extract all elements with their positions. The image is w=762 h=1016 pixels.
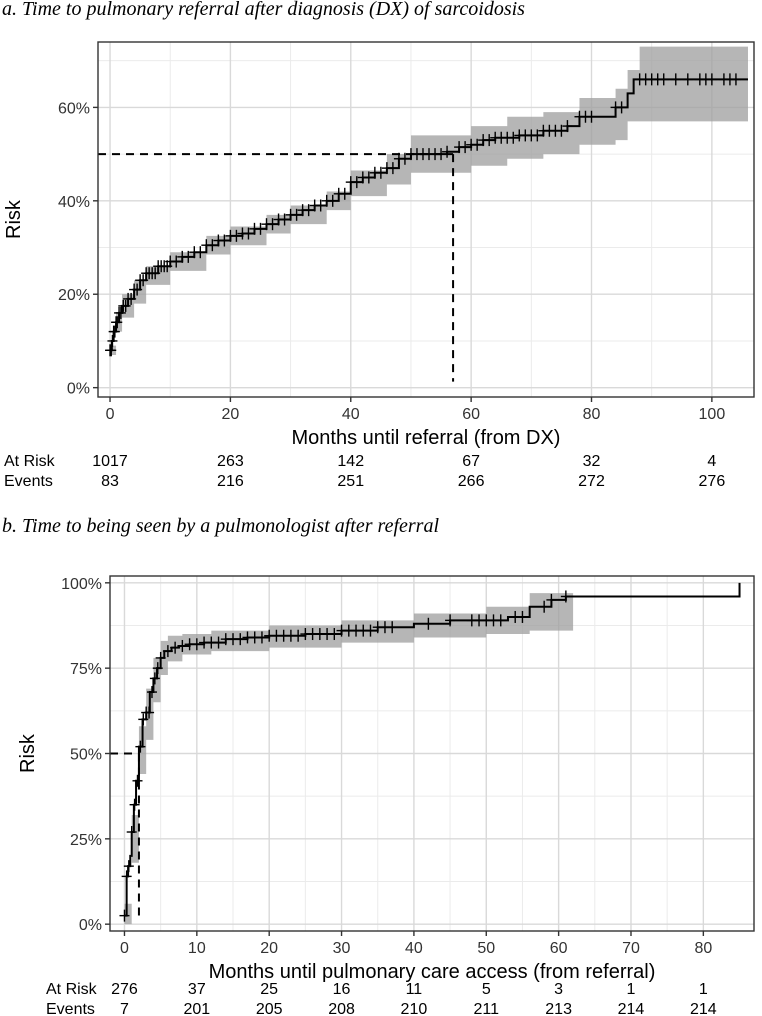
panel-a-x-tick-label: 60 bbox=[462, 406, 480, 423]
panel-a-at-risk-value: 263 bbox=[217, 453, 244, 470]
panel-a-events-value: 251 bbox=[337, 473, 364, 490]
panel-a-x-tick-label: 40 bbox=[342, 406, 360, 423]
panel-b-x-tick-label: 0 bbox=[120, 940, 129, 957]
panel-b-at-risk-value: 1 bbox=[699, 981, 708, 998]
panel-b-x-tick-label: 40 bbox=[405, 940, 423, 957]
panel-a-at-risk-value: 4 bbox=[707, 453, 716, 470]
panel-a-y-tick-label: 0% bbox=[67, 381, 90, 398]
panel-a-at-risk-value: 142 bbox=[337, 453, 364, 470]
panel-b-x-tick-label: 10 bbox=[188, 940, 206, 957]
panel-b-y-axis-title: Risk bbox=[17, 733, 39, 773]
panel-a-at-risk-value: 32 bbox=[583, 453, 601, 470]
panel-b-events-value: 208 bbox=[328, 1001, 355, 1016]
panel-a-chart: 0 20 40 60 80 100 0% 20% 40% 60% Months until refe… bbox=[3, 41, 755, 490]
panel-a-events-value: 276 bbox=[699, 473, 726, 490]
panel-b-x-tick-label: 60 bbox=[550, 940, 568, 957]
panel-a-at-risk-label: At Risk bbox=[4, 453, 56, 470]
panel-b-events-value: 214 bbox=[618, 1001, 645, 1016]
panel-b-at-risk-value: 5 bbox=[482, 981, 491, 998]
panel-b-at-risk-value: 3 bbox=[554, 981, 563, 998]
panel-a-y-tick-label: 20% bbox=[58, 287, 90, 304]
panel-b-at-risk-value: 37 bbox=[188, 981, 206, 998]
panel-b-chart: 0 10 20 30 40 50 60 70 80 0% 25% 50% 75% 100% Months u… bbox=[17, 575, 755, 1016]
panel-b-y-tick-label: 100% bbox=[61, 576, 102, 593]
panel-b-at-risk-value: 11 bbox=[406, 981, 423, 998]
panel-a-y-tick-label: 60% bbox=[58, 100, 90, 117]
panel-b-y-tick-label: 50% bbox=[70, 747, 102, 764]
panel-a-events-label: Events bbox=[4, 473, 53, 490]
panel-b-at-risk-value: 276 bbox=[111, 981, 138, 998]
panel-b-events-label: Events bbox=[46, 1001, 95, 1016]
panel-b-x-tick-label: 80 bbox=[694, 940, 712, 957]
panel-b-at-risk-value: 1 bbox=[627, 981, 636, 998]
panel-b-x-tick-label: 50 bbox=[477, 940, 495, 957]
panel-a-x-tick-label: 80 bbox=[583, 406, 601, 423]
panel-b-x-tick-label: 20 bbox=[260, 940, 278, 957]
panel-b-y-tick-label: 75% bbox=[70, 661, 102, 678]
panel-b-y-tick-label: 0% bbox=[79, 917, 102, 934]
panel-a-panel-border bbox=[97, 41, 755, 398]
panel-a-events-value: 216 bbox=[217, 473, 244, 490]
panel-b-y-tick-label: 25% bbox=[70, 832, 102, 849]
panel-b-events-value: 214 bbox=[690, 1001, 717, 1016]
panel-b-at-risk-value: 16 bbox=[333, 981, 351, 998]
panel-a-x-axis-title: Months until referral (from DX) bbox=[292, 427, 561, 449]
panel-a-at-risk-value: 67 bbox=[462, 453, 480, 470]
panel-a-confidence-band bbox=[110, 46, 748, 355]
panel-a-events-value: 272 bbox=[578, 473, 605, 490]
panel-a-x-tick-label: 100 bbox=[699, 406, 726, 423]
panel-b-title: b. Time to being seen by a pulmonologist… bbox=[2, 515, 440, 537]
panel-a-title: a. Time to pulmonary referral after diag… bbox=[2, 0, 525, 20]
panel-a-y-tick-label: 40% bbox=[58, 194, 90, 211]
panel-b-events-value: 7 bbox=[120, 1001, 129, 1016]
panel-b-confidence-band bbox=[124, 589, 574, 925]
panel-b-at-risk-value: 25 bbox=[260, 981, 278, 998]
panel-b-x-tick-label: 30 bbox=[333, 940, 351, 957]
panel-b-events-value: 201 bbox=[183, 1001, 210, 1016]
panel-b-at-risk-label: At Risk bbox=[46, 981, 98, 998]
panel-b-events-value: 205 bbox=[256, 1001, 283, 1016]
panel-b-events-value: 213 bbox=[545, 1001, 572, 1016]
panel-a-events-value: 83 bbox=[101, 473, 119, 490]
panel-a-x-tick-label: 0 bbox=[106, 406, 115, 423]
panel-b-events-value: 210 bbox=[401, 1001, 428, 1016]
panel-b-x-axis-title: Months until pulmonary care access (from… bbox=[209, 961, 656, 983]
panel-a-at-risk-value: 1017 bbox=[92, 453, 128, 470]
panel-b-events-value: 211 bbox=[474, 1001, 500, 1016]
panel-a-events-value: 266 bbox=[458, 473, 485, 490]
panel-a-x-tick-label: 20 bbox=[222, 406, 240, 423]
panel-b-x-tick-label: 70 bbox=[622, 940, 640, 957]
panel-a-y-axis-title: Risk bbox=[3, 199, 25, 239]
